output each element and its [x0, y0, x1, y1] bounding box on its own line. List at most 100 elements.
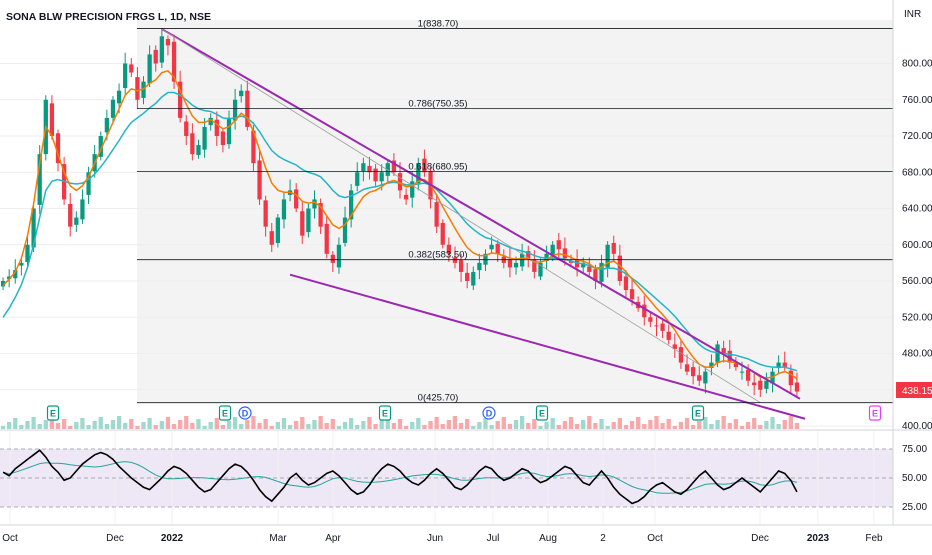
- event-badge-label: D: [242, 409, 249, 419]
- candle-body: [31, 208, 36, 248]
- volume-bar: [141, 422, 146, 429]
- volume-bar: [495, 421, 500, 429]
- x-tick-label: Dec: [106, 533, 124, 544]
- candle-body: [49, 103, 55, 136]
- volume-bar: [68, 426, 73, 429]
- candle-body: [758, 380, 763, 390]
- dividend-badge: [238, 406, 252, 420]
- volume-bar: [611, 422, 616, 429]
- volume-bar: [587, 416, 592, 429]
- volume-bar: [178, 420, 183, 429]
- candle-body: [214, 119, 219, 136]
- x-tick-label: 2023: [807, 533, 830, 544]
- volume-bar: [55, 423, 61, 429]
- volume-bar: [562, 421, 568, 429]
- event-badge-label: E: [539, 409, 545, 419]
- volume-bar: [489, 425, 494, 429]
- volume-bar: [263, 419, 268, 429]
- volume-bar: [379, 420, 384, 429]
- rsi-tick-label: 25.00: [902, 502, 927, 513]
- candle-body: [562, 248, 568, 259]
- candle-body: [165, 39, 171, 46]
- event-badge-label: E: [382, 409, 388, 419]
- volume-bar: [501, 417, 506, 429]
- candle-body: [86, 172, 91, 195]
- x-tick-label: Apr: [325, 533, 341, 544]
- volume-bar: [336, 426, 342, 429]
- y-tick-label: 720.00: [902, 131, 932, 142]
- volume-bar: [440, 424, 445, 429]
- x-tick-label: Oct: [647, 533, 663, 544]
- volume-bar: [574, 424, 580, 429]
- volume-bar: [428, 421, 433, 429]
- volume-bar: [709, 424, 714, 429]
- volume-bar: [49, 416, 55, 429]
- volume-bar: [123, 423, 128, 429]
- volume-bar: [31, 417, 36, 429]
- volume-bar: [520, 416, 525, 429]
- volume-bar: [300, 417, 305, 429]
- volume-bar: [367, 417, 372, 429]
- y-tick-label: 760.00: [902, 95, 932, 106]
- candle-body: [666, 331, 671, 340]
- volume-bar: [397, 419, 403, 429]
- volume-bar: [446, 420, 451, 429]
- volume-bar: [361, 421, 366, 429]
- volume-bar: [165, 417, 171, 429]
- volume-bar: [129, 419, 134, 429]
- candle-body: [184, 121, 189, 136]
- fib-level-label: 0.382(583.50): [408, 250, 467, 261]
- candle-body: [532, 259, 537, 272]
- rsi-tick-label: 50.00: [902, 473, 927, 484]
- event-badge-label: E: [222, 409, 228, 419]
- candle-body: [550, 244, 555, 256]
- earnings-badge: [535, 405, 549, 421]
- candle-body: [587, 266, 592, 272]
- candle-body: [599, 262, 604, 282]
- volume-bar: [507, 424, 513, 429]
- volume-bar: [776, 424, 781, 429]
- candle-body: [324, 223, 329, 254]
- volume-bar: [739, 426, 745, 429]
- y-tick-label: 560.00: [902, 276, 932, 287]
- candle-body: [312, 199, 317, 209]
- candle-body: [477, 262, 482, 271]
- x-tick-label: 2022: [161, 533, 184, 544]
- volume-bar: [465, 419, 470, 429]
- candle-body: [709, 362, 714, 368]
- candle-body: [281, 199, 287, 220]
- volume-bar: [147, 418, 152, 429]
- volume-bar: [202, 426, 207, 429]
- candle-body: [202, 126, 207, 150]
- candle-body: [141, 81, 146, 98]
- candle-body: [385, 163, 390, 176]
- volume-bar: [104, 424, 110, 429]
- volume-bar: [483, 418, 488, 429]
- candle-body: [147, 54, 152, 84]
- candle-body: [727, 350, 732, 363]
- volume-bar: [538, 426, 543, 429]
- candle-body: [782, 362, 787, 368]
- volume-bar: [556, 425, 561, 429]
- candle-body: [416, 163, 421, 184]
- volume-bar: [281, 418, 287, 429]
- volume-bar: [629, 421, 635, 429]
- candle-body: [538, 262, 543, 277]
- event-badge-label: E: [695, 409, 701, 419]
- candle-body: [135, 77, 140, 100]
- volume-bar: [269, 426, 274, 429]
- volume-bar: [294, 421, 299, 429]
- volume-bar: [623, 425, 629, 429]
- volume-bar: [471, 426, 476, 429]
- candle-body: [13, 270, 18, 279]
- candle-body: [629, 289, 635, 300]
- candle-body: [483, 253, 488, 265]
- volume-bar: [245, 420, 250, 429]
- volume-bar: [385, 416, 390, 429]
- earnings-badge: [868, 405, 882, 421]
- candle-body: [391, 160, 397, 173]
- volume-bar: [257, 423, 262, 429]
- volume-bar: [92, 421, 97, 429]
- candle-body: [397, 173, 403, 191]
- volume-bar: [86, 425, 91, 429]
